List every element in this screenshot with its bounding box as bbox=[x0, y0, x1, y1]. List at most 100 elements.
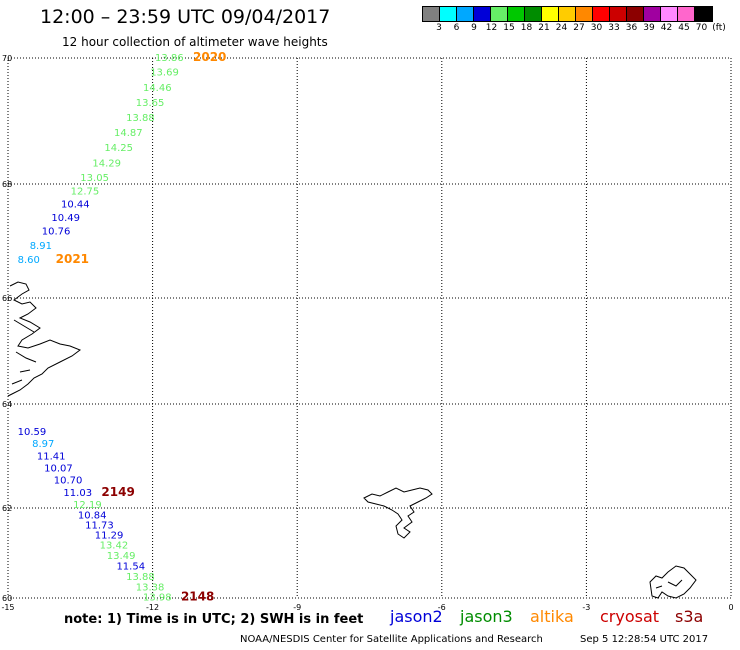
pass-number-label: 2020 bbox=[193, 50, 226, 64]
latitude-label: 66 bbox=[2, 294, 12, 303]
scale-swatch bbox=[593, 7, 610, 21]
wave-height-value: 14.29 bbox=[92, 158, 121, 169]
scale-swatch bbox=[474, 7, 491, 21]
satellite-jason2: jason2 bbox=[390, 607, 443, 626]
wave-height-value: 13.69 bbox=[150, 68, 179, 79]
altimeter-tracks: 13.86 13.69 14.46 13.65 13.88 14.87 14.25 14.29… bbox=[18, 50, 227, 603]
scale-label: 30 bbox=[590, 23, 603, 33]
wave-height-value: 13.88 bbox=[126, 572, 155, 583]
map-subtitle: 12 hour collection of altimeter wave hei… bbox=[62, 35, 328, 49]
scale-swatch bbox=[491, 7, 508, 21]
scale-swatch bbox=[644, 7, 661, 21]
wave-height-value: 13.49 bbox=[107, 551, 136, 562]
generation-timestamp: Sep 5 12:28:54 UTC 2017 bbox=[580, 634, 709, 645]
pass-number-label: 2148 bbox=[181, 589, 214, 603]
wave-height-value: 13.38 bbox=[136, 582, 165, 593]
wave-height-value: 10.44 bbox=[61, 199, 90, 210]
scale-label: 3 bbox=[436, 23, 442, 33]
wave-height-value: 8.60 bbox=[18, 255, 40, 266]
scale-swatch bbox=[525, 7, 542, 21]
greenland-coastline-detail bbox=[11, 319, 37, 385]
satellite-jason3: jason3 bbox=[460, 607, 513, 626]
pass-number-label: 2021 bbox=[56, 252, 89, 266]
map-grid bbox=[7, 57, 732, 599]
scale-label: 6 bbox=[453, 23, 460, 33]
wave-height-value: 8.91 bbox=[30, 241, 52, 252]
scale-label: 70 bbox=[695, 23, 708, 33]
satellite-s3a: s3a bbox=[675, 607, 704, 626]
longitude-label: 0 bbox=[728, 603, 733, 612]
wave-height-value: 10.84 bbox=[78, 510, 107, 521]
longitude-label: -15 bbox=[1, 603, 14, 612]
wave-height-value: 8.97 bbox=[32, 439, 54, 450]
coastlines bbox=[7, 281, 697, 599]
scale-swatch bbox=[695, 7, 712, 21]
color-scale-bar bbox=[422, 6, 713, 22]
latitude-label: 68 bbox=[2, 180, 12, 189]
latitude-label: 62 bbox=[2, 504, 12, 513]
scale-swatch bbox=[576, 7, 593, 21]
scale-label: 12 bbox=[485, 23, 498, 33]
wave-height-value: 10.49 bbox=[51, 213, 80, 224]
latitude-label: 64 bbox=[2, 400, 12, 409]
latitude-label: 60 bbox=[2, 594, 12, 603]
wave-height-value: 10.76 bbox=[42, 227, 71, 238]
scale-label: 24 bbox=[555, 23, 568, 33]
shetland-islands-coastline bbox=[649, 565, 697, 599]
scale-label: 27 bbox=[573, 23, 585, 33]
credit-line: NOAA/NESDIS Center for Satellite Applica… bbox=[240, 634, 543, 645]
scale-label: (ft) bbox=[712, 23, 726, 33]
scale-label: 9 bbox=[471, 23, 477, 33]
wave-height-value: 10.59 bbox=[18, 427, 47, 438]
greenland-coastline bbox=[7, 281, 82, 397]
scale-swatch bbox=[627, 7, 644, 21]
satellite-altika: altika bbox=[530, 607, 574, 626]
scale-swatch bbox=[440, 7, 457, 21]
scale-swatch bbox=[610, 7, 627, 21]
scale-label: 21 bbox=[538, 23, 550, 33]
wave-height-value: 13.86 bbox=[155, 53, 184, 64]
wave-height-value: 12.75 bbox=[71, 186, 100, 197]
scale-label: 15 bbox=[503, 23, 515, 33]
wave-height-value: 13.88 bbox=[126, 113, 155, 124]
wave-height-value: 10.70 bbox=[54, 476, 83, 487]
pass-number-label: 2149 bbox=[101, 485, 134, 499]
wave-height-value: 10.07 bbox=[44, 464, 73, 475]
satellite-cryosat: cryosat bbox=[600, 607, 660, 626]
scale-swatch bbox=[508, 7, 525, 21]
scale-swatch bbox=[423, 7, 440, 21]
scale-swatch bbox=[542, 7, 559, 21]
map-title: 12:00 – 23:59 UTC 09/04/2017 bbox=[40, 6, 331, 28]
footnote: note: 1) Time is in UTC; 2) SWH is in fe… bbox=[64, 612, 364, 627]
scale-label: 33 bbox=[608, 23, 620, 33]
wave-height-value: 14.46 bbox=[143, 83, 172, 94]
wave-height-value: 13.42 bbox=[100, 541, 129, 552]
latitude-label: 70 bbox=[2, 54, 12, 63]
wave-height-value: 14.87 bbox=[114, 128, 143, 139]
map-frame bbox=[7, 57, 732, 599]
scale-swatch bbox=[678, 7, 695, 21]
scale-swatch bbox=[457, 7, 474, 21]
wave-height-value: 11.41 bbox=[37, 452, 66, 463]
wave-height-value: 14.25 bbox=[104, 143, 133, 154]
longitude-label: -3 bbox=[582, 603, 590, 612]
scale-label: 18 bbox=[520, 23, 533, 33]
scale-label: 39 bbox=[643, 23, 655, 33]
color-scale-labels: 3 6 9 12 15 18 21 24 27 30 33 36 39 42 45 70 (ft) bbox=[422, 23, 740, 35]
wave-height-value: 13.05 bbox=[80, 173, 109, 184]
wave-height-value: 11.54 bbox=[116, 562, 145, 573]
scale-label: 45 bbox=[678, 23, 690, 33]
wave-height-value: 13.65 bbox=[136, 98, 165, 109]
scale-label: 42 bbox=[660, 23, 673, 33]
longitude-label: -9 bbox=[293, 603, 301, 612]
scale-swatch bbox=[559, 7, 576, 21]
scale-label: 36 bbox=[625, 23, 638, 33]
longitude-label: -12 bbox=[146, 603, 159, 612]
axis-labels: -15 -12 -9 -6 -3 0 70 68 66 64 62 60 bbox=[1, 54, 733, 612]
wave-height-value: 12.19 bbox=[73, 500, 102, 511]
wave-height-value: 13.98 bbox=[143, 592, 172, 603]
longitude-label: -6 bbox=[438, 603, 446, 612]
wave-height-value: 11.03 bbox=[63, 488, 92, 499]
scale-swatch bbox=[661, 7, 678, 21]
